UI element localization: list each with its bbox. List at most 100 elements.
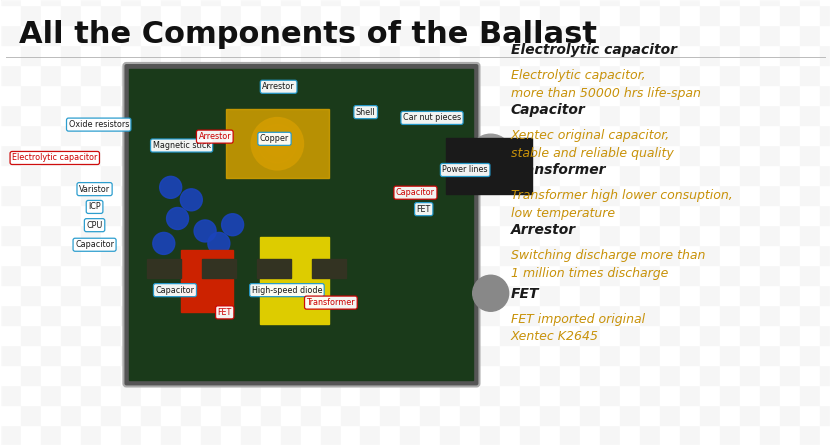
Bar (81, 145, 100, 165)
Text: Capacitor: Capacitor (155, 286, 194, 295)
Bar (281, 325, 300, 345)
Bar (281, 225, 300, 245)
Bar (300, 245, 320, 265)
Bar (720, 345, 740, 365)
Bar (720, 265, 740, 285)
Bar (680, 345, 701, 365)
Bar (680, 265, 701, 285)
Bar (141, 125, 161, 145)
Bar (640, 125, 660, 145)
Bar (461, 425, 481, 445)
Bar (201, 225, 221, 245)
Bar (1, 305, 21, 325)
Bar (640, 225, 660, 245)
Bar (340, 325, 360, 345)
Bar (660, 145, 680, 165)
Bar (1, 325, 21, 345)
Bar (261, 185, 281, 205)
Bar (261, 65, 281, 85)
Bar (181, 250, 232, 312)
Bar (660, 125, 680, 145)
Bar (680, 225, 701, 245)
Bar (81, 365, 100, 385)
Bar (640, 405, 660, 425)
Bar (600, 245, 620, 265)
Bar (441, 65, 461, 85)
Bar (760, 145, 780, 165)
Bar (580, 85, 600, 105)
Bar (61, 325, 81, 345)
Bar (201, 105, 221, 125)
Bar (520, 5, 540, 25)
Bar (660, 0, 680, 5)
Bar (580, 325, 600, 345)
Bar (500, 385, 520, 405)
Bar (241, 145, 261, 165)
Bar (760, 65, 780, 85)
Bar (580, 25, 600, 45)
Bar (580, 45, 600, 65)
Bar (600, 25, 620, 45)
Bar (61, 185, 81, 205)
Bar (300, 205, 320, 225)
Bar (620, 65, 640, 85)
Bar (701, 25, 720, 45)
Bar (600, 425, 620, 445)
Bar (41, 145, 61, 165)
Bar (780, 425, 800, 445)
Bar (780, 185, 800, 205)
Bar (640, 305, 660, 325)
Bar (720, 25, 740, 45)
Bar (640, 5, 660, 25)
Bar (1, 365, 21, 385)
Text: Transformer: Transformer (510, 163, 606, 177)
Bar (520, 25, 540, 45)
Bar (320, 365, 340, 385)
Bar (221, 125, 241, 145)
Bar (680, 145, 701, 165)
Bar (380, 285, 400, 305)
Bar (620, 5, 640, 25)
Bar (720, 65, 740, 85)
Bar (21, 245, 41, 265)
Bar (340, 25, 360, 45)
Bar (380, 305, 400, 325)
Bar (120, 405, 141, 425)
Bar (300, 405, 320, 425)
Bar (201, 265, 221, 285)
Bar (500, 165, 520, 185)
Bar (800, 305, 820, 325)
Bar (340, 205, 360, 225)
Bar (820, 285, 830, 305)
Bar (620, 105, 640, 125)
Bar (620, 205, 640, 225)
Bar (660, 225, 680, 245)
Bar (120, 165, 141, 185)
Bar (820, 245, 830, 265)
Bar (701, 245, 720, 265)
Bar (540, 385, 560, 405)
Bar (1, 245, 21, 265)
Bar (800, 85, 820, 105)
Bar (41, 325, 61, 345)
Bar (360, 305, 380, 325)
Bar (701, 125, 720, 145)
Bar (820, 125, 830, 145)
Bar (1, 5, 21, 25)
Bar (181, 145, 201, 165)
Bar (380, 225, 400, 245)
Bar (241, 45, 261, 65)
Bar (820, 45, 830, 65)
Bar (120, 65, 141, 85)
Bar (100, 85, 120, 105)
Bar (500, 125, 520, 145)
Bar (161, 385, 181, 405)
Bar (600, 205, 620, 225)
Bar (120, 265, 141, 285)
Bar (181, 185, 201, 205)
Bar (400, 145, 421, 165)
Bar (400, 125, 421, 145)
Bar (181, 65, 201, 85)
Bar (320, 145, 340, 165)
Bar (201, 325, 221, 345)
